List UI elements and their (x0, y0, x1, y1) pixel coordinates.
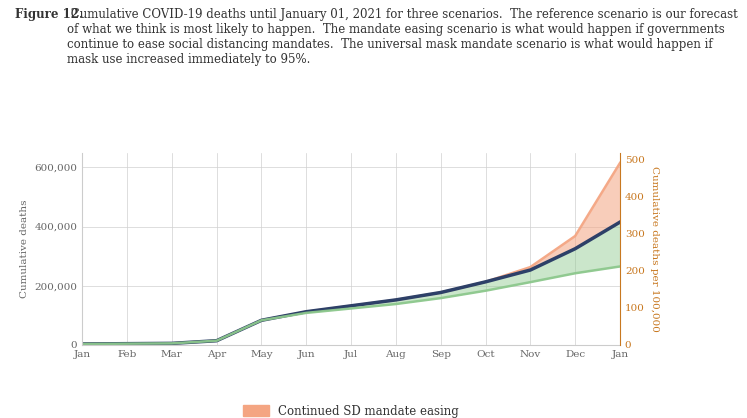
Y-axis label: Cumulative deaths: Cumulative deaths (19, 199, 28, 298)
Y-axis label: Cumulative deaths per 100,000: Cumulative deaths per 100,000 (651, 166, 660, 331)
Legend: Continued SD mandate easing, Reference scenario, Universal mask use: Continued SD mandate easing, Reference s… (243, 405, 459, 418)
Text: Cumulative COVID-19 deaths until January 01, 2021 for three scenarios.  The refe: Cumulative COVID-19 deaths until January… (66, 8, 737, 66)
Text: Figure 12.: Figure 12. (15, 8, 83, 21)
